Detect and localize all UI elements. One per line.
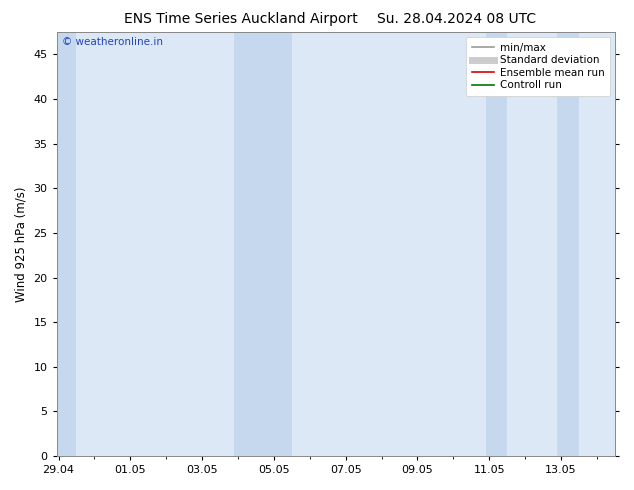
Bar (486, 32, 507, 456)
Y-axis label: Wind 925 hPa (m/s): Wind 925 hPa (m/s) (15, 186, 28, 302)
Bar (56, 32, 77, 456)
Text: © weatheronline.in: © weatheronline.in (62, 37, 164, 47)
Legend: min/max, Standard deviation, Ensemble mean run, Controll run: min/max, Standard deviation, Ensemble me… (467, 37, 610, 96)
Bar (235, 32, 256, 456)
Bar (557, 32, 579, 456)
Text: Su. 28.04.2024 08 UTC: Su. 28.04.2024 08 UTC (377, 12, 536, 26)
Bar (256, 32, 292, 456)
Text: ENS Time Series Auckland Airport: ENS Time Series Auckland Airport (124, 12, 358, 26)
